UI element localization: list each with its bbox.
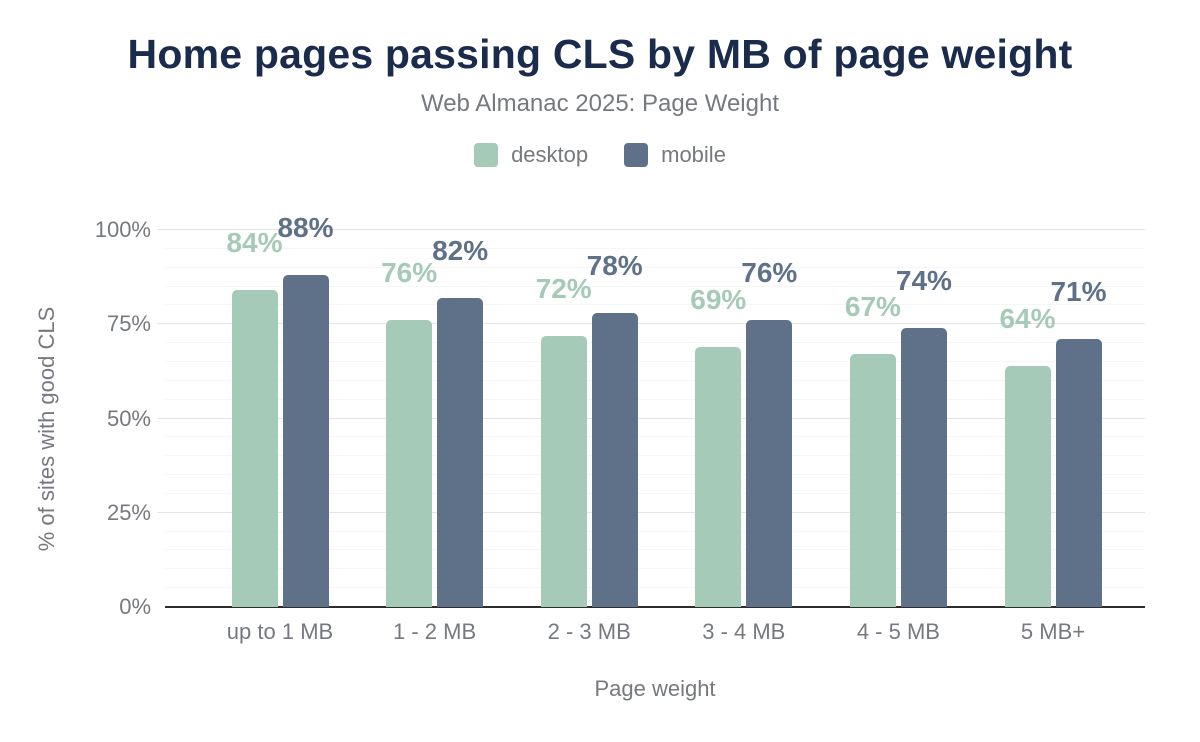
gridline-minor <box>165 474 1145 476</box>
bar-group-3-4-mb: 69% 76% <box>690 259 797 607</box>
legend-swatch-mobile <box>624 143 649 167</box>
gridline-major <box>157 323 1145 325</box>
data-label-desktop: 72% <box>535 272 592 304</box>
x-category-label: 2 - 3 MB <box>547 619 631 644</box>
data-label-mobile: 78% <box>586 249 643 281</box>
bar-desktop: 76% <box>381 259 437 607</box>
gridline-minor <box>165 398 1145 400</box>
bar-desktop: 64% <box>999 304 1056 607</box>
bar-desktop: 84% <box>226 229 283 607</box>
x-axis-line <box>165 605 1145 608</box>
bar-mobile: 82% <box>432 236 488 607</box>
legend-label-mobile: mobile <box>661 142 726 167</box>
bar-mobile: 74% <box>896 267 952 607</box>
x-category-label: 3 - 4 MB <box>702 619 786 644</box>
chart-title: Home pages passing CLS by MB of page wei… <box>127 31 1073 77</box>
y-tick-label: 25% <box>106 499 151 525</box>
data-label-mobile: 88% <box>277 212 334 244</box>
data-label-mobile: 76% <box>741 257 798 289</box>
x-category-label: 5 MB+ <box>1020 619 1086 644</box>
data-label-mobile: 74% <box>895 265 952 297</box>
data-label-desktop: 76% <box>381 257 438 289</box>
x-category-label: up to 1 MB <box>226 619 334 644</box>
bar-group-1-2-mb: 76% 82% <box>381 236 488 607</box>
y-axis-title: % of sites with good CLS <box>34 306 59 552</box>
gridline-minor <box>165 568 1145 570</box>
bar-desktop: 69% <box>690 285 746 607</box>
data-label-desktop: 84% <box>226 227 283 259</box>
gridline-minor <box>165 587 1145 589</box>
y-tick-label: 75% <box>106 311 151 337</box>
data-label-desktop: 64% <box>999 302 1056 334</box>
legend-label-desktop: desktop <box>511 142 589 167</box>
gridline-major <box>157 417 1145 419</box>
bar-group-4-5-mb: 67% 74% <box>845 267 952 607</box>
bar-mobile: 88% <box>277 214 334 607</box>
bar-mobile: 76% <box>741 259 797 607</box>
legend-swatch-desktop <box>474 143 499 167</box>
data-label-desktop: 67% <box>844 291 901 323</box>
data-label-mobile: 71% <box>1050 276 1107 308</box>
bar-mobile: 71% <box>1050 278 1107 607</box>
gridline-minor <box>165 379 1145 381</box>
gridline-major <box>157 229 1145 230</box>
legend-item-mobile[interactable]: mobile <box>624 142 726 168</box>
y-tick-label: 100% <box>94 217 151 242</box>
gridline-minor <box>165 492 1145 494</box>
y-tick-label: 0% <box>119 594 151 619</box>
y-tick-label: 50% <box>106 405 151 431</box>
gridline-minor <box>165 436 1145 438</box>
data-label-mobile: 82% <box>432 234 489 266</box>
gridline-minor <box>165 247 1145 249</box>
gridline-minor <box>165 304 1145 306</box>
x-category-label: 4 - 5 MB <box>856 619 940 644</box>
gridline-minor <box>165 455 1145 457</box>
gridline-minor <box>165 549 1145 551</box>
legend: desktop mobile <box>0 142 1200 168</box>
bar-desktop: 72% <box>536 274 592 607</box>
gridline-minor <box>165 342 1145 344</box>
x-category-label: 1 - 2 MB <box>393 619 477 644</box>
gridline-major <box>157 511 1145 513</box>
gridline-minor <box>165 530 1145 532</box>
bar-group-up-to-1-mb: 84% 88% <box>226 214 334 607</box>
plot-area: 84% 88% up to 1 MB 76% 82% 1 - 2 MB 72% 78% 2 - … <box>157 214 1145 644</box>
data-label-desktop: 69% <box>690 283 747 315</box>
gridline-minor <box>165 266 1145 268</box>
x-axis-title: Page weight <box>594 676 716 701</box>
bar-group-5-mb-: 64% 71% <box>999 278 1107 607</box>
chart-subtitle: Web Almanac 2025: Page Weight <box>420 90 779 117</box>
gridline-minor <box>165 360 1145 362</box>
legend-item-desktop[interactable]: desktop <box>474 142 588 168</box>
bar-group-2-3-mb: 72% 78% <box>536 251 643 607</box>
gridline-minor <box>165 285 1145 287</box>
bar-desktop: 67% <box>845 293 901 607</box>
bar-mobile: 78% <box>587 251 643 607</box>
